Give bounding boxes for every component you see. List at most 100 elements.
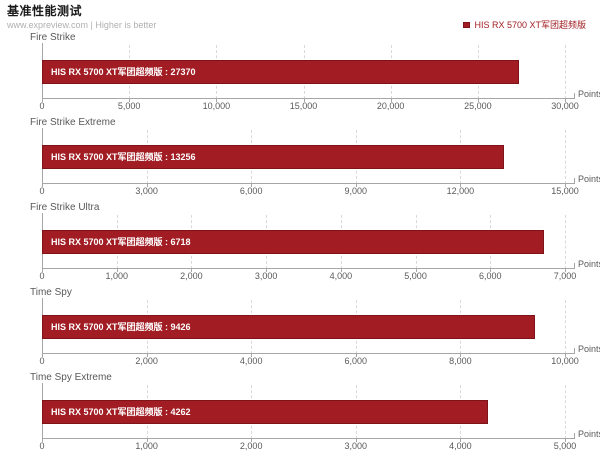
x-tick-label: 3,000 [254, 271, 278, 281]
axis-tick [565, 439, 566, 442]
gridline [565, 130, 566, 184]
axis-tick [390, 99, 392, 102]
chart-section-fire-strike-ultra: Fire Strike Ultra Points HIS RX 5700 XT军团超… [0, 202, 600, 287]
plot-area: Points HIS RX 5700 XT军团超频版 : 13256 [42, 128, 600, 187]
x-tick-labels: 0 2,000 4,000 6,000 8,000 10,000 [39, 354, 578, 367]
axis-tick [477, 99, 479, 102]
axis-tick [146, 439, 148, 442]
x-tick-label: 8,000 [449, 356, 472, 366]
axis-tick [42, 184, 43, 187]
x-tick-label: 2,000 [180, 271, 203, 281]
chart-section-fire-strike: Fire Strike Points HIS RX 5700 XT军团超频版 : 2… [0, 32, 600, 117]
score-bar-label: HIS RX 5700 XT军团超频版 : 9426 [51, 322, 191, 332]
axis-unit-label: Points [578, 174, 600, 184]
x-tick-label: 5,000 [117, 101, 141, 111]
page-subtitle: www.expreview.com | Higher is better [7, 20, 157, 30]
axis-tick [42, 269, 43, 272]
axis-tick [146, 184, 148, 187]
axis-tick [415, 269, 417, 272]
x-tick-label: 4,000 [449, 441, 472, 451]
chart-title: Fire Strike Ultra [30, 202, 100, 213]
axis-tick [251, 439, 253, 442]
x-tick-labels: 0 3,000 6,000 9,000 12,000 15,000 [39, 184, 578, 197]
x-tick-label: 1,000 [135, 441, 158, 451]
axis-tick [251, 184, 253, 187]
x-tick-label: 4,000 [329, 271, 353, 281]
x-axis-line [42, 98, 574, 99]
x-axis-line [42, 268, 574, 269]
score-bar-label: HIS RX 5700 XT军团超频版 : 27370 [51, 67, 196, 77]
score-bar: HIS RX 5700 XT军团超频版 : 6718 [42, 230, 544, 254]
axis-tick [340, 269, 342, 272]
chart-title: Time Spy [30, 287, 72, 298]
x-tick-label: 9,000 [344, 186, 368, 196]
x-tick-label: 6,000 [239, 186, 263, 196]
x-tick-label: 0 [39, 441, 45, 451]
chart-section-fire-strike-extreme: Fire Strike Extreme Points HIS RX 5700 XT军… [0, 117, 600, 202]
axis-unit-label: Points [578, 429, 600, 439]
chart-section-time-spy: Time Spy Points HIS RX 5700 XT军团超频版 : 9426… [0, 287, 600, 372]
gridline [565, 300, 566, 354]
axis-tick [565, 184, 566, 187]
chart-section-time-spy-extreme: Time Spy Extreme Points HIS RX 5700 XT军团超频… [0, 372, 600, 457]
axis-tick [565, 354, 566, 357]
x-axis-line [42, 183, 574, 184]
x-tick-label: 0 [39, 356, 45, 366]
x-tick-label: 10,000 [551, 356, 579, 366]
axis-end-tick [574, 263, 575, 269]
axis-end-tick [574, 93, 575, 99]
axis-tick [355, 354, 357, 357]
axis-tick [216, 99, 218, 102]
axis-tick [42, 354, 43, 357]
x-tick-label: 0 [39, 101, 45, 111]
score-bar: HIS RX 5700 XT军团超频版 : 13256 [42, 145, 505, 169]
x-tick-label: 2,000 [135, 356, 158, 366]
x-tick-label: 30,000 [551, 101, 579, 111]
chart-title: Fire Strike [30, 32, 76, 43]
x-tick-labels: 0 5,000 10,000 15,000 20,000 25,000 30,000 [39, 99, 578, 112]
page-title: 基准性能测试 [7, 4, 83, 18]
score-bar-label: HIS RX 5700 XT军团超频版 : 4262 [51, 407, 191, 417]
axis-tick [251, 354, 253, 357]
x-tick-label: 2,000 [239, 441, 263, 451]
x-tick-label: 20,000 [376, 101, 405, 111]
axis-unit-label: Points [578, 344, 600, 354]
axis-tick [266, 269, 268, 272]
chart-title: Fire Strike Extreme [30, 117, 116, 128]
axis-tick [490, 269, 492, 272]
plot-area: Points HIS RX 5700 XT军团超频版 : 4262 [42, 383, 600, 442]
x-tick-label: 12,000 [446, 186, 475, 196]
x-tick-label: 0 [39, 271, 45, 281]
x-tick-label: 15,000 [289, 101, 318, 111]
x-tick-labels: 0 1,000 2,000 3,000 4,000 5,000 [39, 439, 576, 452]
score-bar: HIS RX 5700 XT军团超频版 : 27370 [42, 60, 520, 84]
axis-tick [460, 184, 462, 187]
x-tick-label: 4,000 [239, 356, 263, 366]
axis-tick [191, 269, 193, 272]
x-tick-label: 25,000 [464, 101, 492, 111]
x-tick-label: 6,000 [344, 356, 368, 366]
x-tick-label: 10,000 [202, 101, 231, 111]
axis-unit-label: Points [578, 89, 600, 99]
score-bar-label: HIS RX 5700 XT军团超频版 : 13256 [51, 152, 196, 162]
x-axis-line [42, 438, 574, 439]
x-tick-label: 7,000 [553, 271, 577, 281]
score-bar: HIS RX 5700 XT军团超频版 : 4262 [42, 400, 488, 424]
plot-area: Points HIS RX 5700 XT军团超频版 : 6718 [42, 213, 600, 272]
axis-tick [460, 354, 462, 357]
axis-tick [303, 99, 305, 102]
plot-area: Points HIS RX 5700 XT军团超频版 : 27370 [42, 43, 600, 102]
axis-end-tick [574, 433, 575, 439]
x-tick-label: 0 [39, 186, 45, 196]
legend-color-swatch-icon [463, 22, 471, 28]
legend-label: HIS RX 5700 XT军团超频版 [474, 20, 586, 30]
x-tick-label: 5,000 [553, 441, 577, 451]
x-tick-label: 15,000 [551, 186, 579, 196]
axis-unit-label: Points [578, 259, 600, 269]
charts-container: Fire Strike Points HIS RX 5700 XT军团超频版 : 2… [0, 32, 600, 457]
axis-tick [565, 99, 566, 102]
x-tick-labels: 0 1,000 2,000 3,000 4,000 5,000 6,000 7,000 [39, 269, 576, 282]
score-bar-label: HIS RX 5700 XT军团超频版 : 6718 [51, 237, 191, 247]
gridline [565, 45, 566, 99]
